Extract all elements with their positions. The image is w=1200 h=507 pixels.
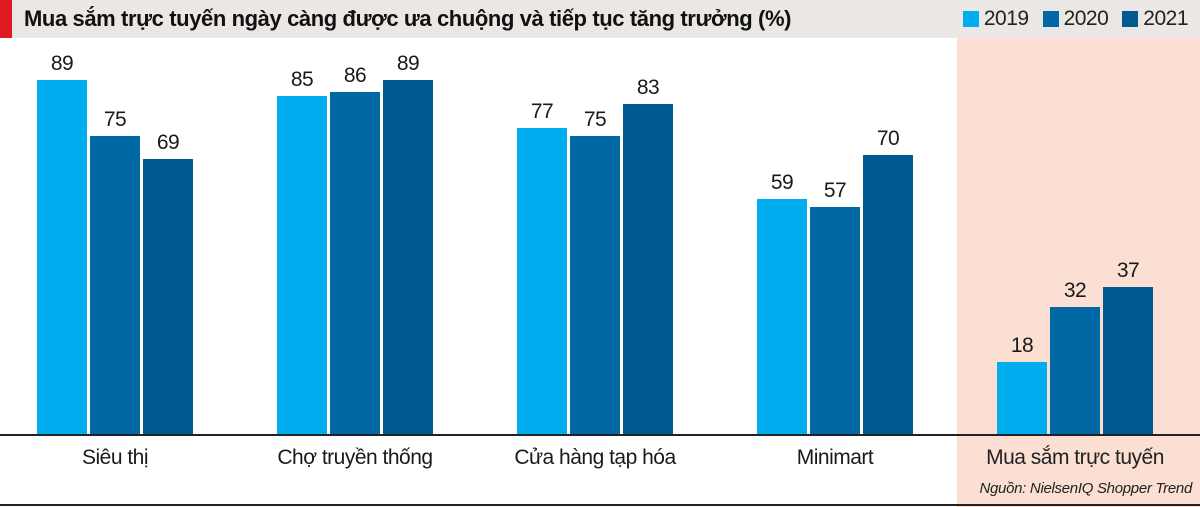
legend-item-2020: 2020 [1042, 7, 1109, 31]
bar-2021 [143, 159, 193, 434]
value-label: 70 [876, 127, 900, 151]
value-label: 89 [396, 51, 420, 75]
legend-swatch-icon [962, 11, 979, 27]
value-label: 37 [1116, 258, 1140, 282]
source-note: Nguồn: NielsenIQ Shopper Trend [979, 480, 1192, 497]
value-label: 69 [156, 131, 180, 155]
bar-2021 [863, 155, 913, 434]
bar-2021 [623, 103, 673, 434]
bar-2020 [90, 135, 140, 434]
chart-title: Mua sắm trực tuyến ngày càng được ưa chu… [24, 6, 792, 31]
value-label: 75 [583, 107, 607, 131]
category-label: Mua sắm trực tuyến [986, 446, 1164, 469]
value-label: 86 [343, 63, 367, 87]
bar-2019 [997, 362, 1047, 434]
legend-label: 2020 [1063, 7, 1109, 30]
legend: 2019 2020 2021 [962, 7, 1188, 31]
legend-swatch-icon [1042, 11, 1059, 27]
bar-2020 [570, 135, 620, 434]
bar-2020 [810, 207, 860, 434]
value-label: 83 [636, 75, 660, 99]
legend-swatch-icon [1122, 11, 1139, 27]
value-label: 89 [50, 51, 74, 75]
legend-label: 2019 [983, 7, 1029, 30]
bar-2020 [330, 91, 380, 434]
category-label: Siêu thị [81, 446, 149, 469]
bar-2020 [1050, 306, 1100, 434]
x-axis-baseline [0, 434, 1200, 436]
value-label: 18 [1010, 334, 1034, 358]
bar-2019 [277, 95, 327, 434]
bar-2021 [383, 79, 433, 434]
chart-header: Mua sắm trực tuyến ngày càng được ưa chu… [0, 0, 1200, 38]
bar-2021 [1103, 286, 1153, 434]
value-label: 57 [823, 179, 847, 203]
value-label: 77 [530, 99, 554, 123]
value-label: 75 [103, 107, 127, 131]
plot-area: 89 75 69 85 86 89 77 75 83 59 57 70 18 32 37 [0, 38, 1200, 434]
accent-bar [0, 0, 12, 38]
legend-item-2019: 2019 [962, 7, 1029, 31]
value-label: 85 [290, 67, 314, 91]
bar-2019 [37, 79, 87, 434]
legend-label: 2021 [1143, 7, 1188, 30]
legend-item-2021: 2021 [1122, 7, 1188, 31]
bar-2019 [757, 199, 807, 434]
value-label: 59 [770, 171, 794, 195]
category-label: Minimart [796, 446, 874, 469]
category-label: Chợ truyền thống [277, 446, 433, 469]
bar-2019 [517, 127, 567, 434]
value-label: 32 [1063, 278, 1087, 302]
category-label: Cửa hàng tạp hóa [514, 446, 676, 469]
bottom-rule [0, 504, 1200, 506]
